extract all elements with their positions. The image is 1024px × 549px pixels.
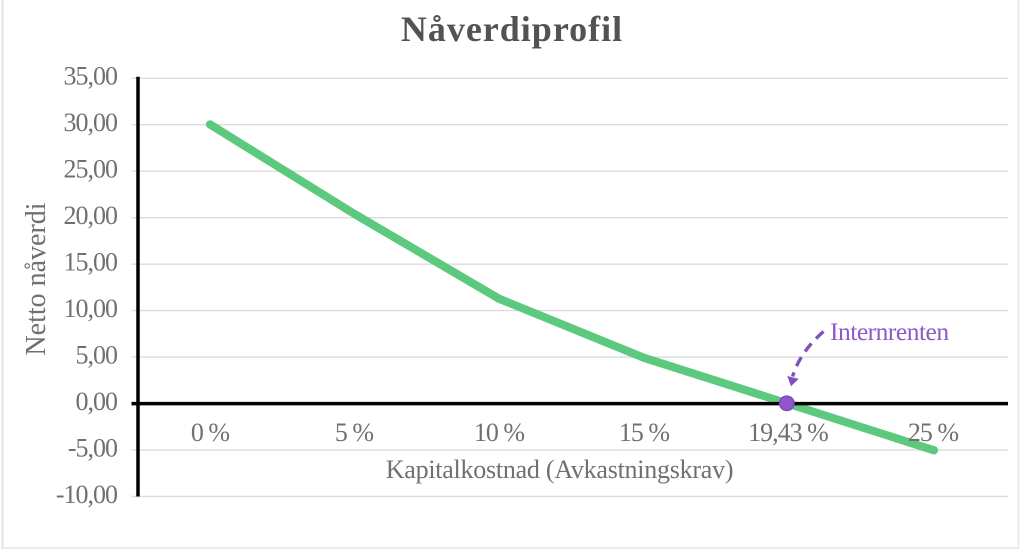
svg-text:Internrenten: Internrenten: [830, 317, 949, 346]
svg-text:30,00: 30,00: [64, 108, 119, 137]
svg-text:Netto nåverdi: Netto nåverdi: [21, 202, 52, 355]
svg-text:10 %: 10 %: [474, 418, 525, 447]
svg-text:15 %: 15 %: [619, 418, 670, 447]
svg-text:20,00: 20,00: [64, 201, 119, 230]
svg-text:15,00: 15,00: [64, 248, 119, 277]
svg-text:35,00: 35,00: [64, 62, 119, 91]
svg-text:25,00: 25,00: [64, 155, 119, 184]
svg-text:5 %: 5 %: [335, 418, 374, 447]
svg-text:0,00: 0,00: [76, 387, 119, 416]
svg-text:0 %: 0 %: [191, 418, 230, 447]
svg-text:-10,00: -10,00: [56, 480, 118, 509]
svg-text:10,00: 10,00: [64, 294, 119, 323]
svg-text:-5,00: -5,00: [68, 433, 118, 462]
svg-text:19,43 %: 19,43 %: [748, 418, 828, 447]
svg-text:25 %: 25 %: [908, 418, 959, 447]
svg-text:Kapitalkostnad (Avkastningskra: Kapitalkostnad (Avkastningskrav): [386, 455, 734, 484]
svg-text:5,00: 5,00: [76, 340, 119, 369]
svg-text:Nåverdiprofil: Nåverdiprofil: [401, 9, 623, 49]
